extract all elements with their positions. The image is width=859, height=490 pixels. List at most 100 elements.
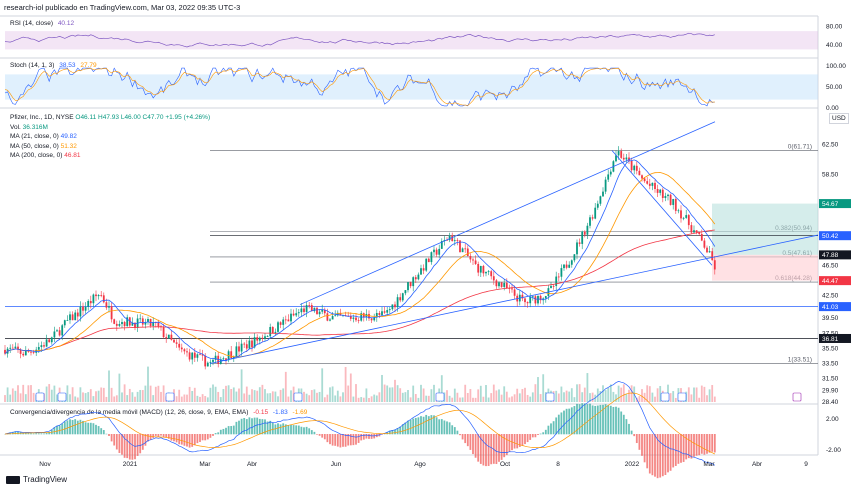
volume-bar (87, 392, 90, 402)
macd-hist-bar (537, 434, 539, 435)
macd-hist-bar (433, 415, 435, 435)
macd-hist-bar (235, 421, 238, 435)
macd-signal-value: -1.69 (292, 409, 308, 416)
candle-body (282, 319, 285, 325)
macd-hist-bar (212, 434, 214, 436)
volume-bar (310, 390, 313, 402)
volume-bar (92, 396, 95, 402)
volume-bar (136, 391, 139, 402)
volume-bar (630, 385, 633, 402)
macd-hist-bar (495, 434, 498, 465)
volume-bar (71, 387, 74, 402)
volume-bar (706, 395, 708, 402)
macd-hist-bar (399, 426, 402, 435)
volume-bar (531, 392, 534, 402)
ohlc-open: O46.11 (75, 114, 97, 121)
macd-hist-bar (357, 434, 360, 443)
volume-bar (209, 387, 212, 402)
candle-body (638, 170, 641, 176)
candle-body (48, 339, 51, 343)
macd-label: Convergencia/divergencia de la media móv… (10, 409, 249, 416)
currency-badge[interactable]: USD (829, 113, 849, 124)
candle-body (560, 268, 563, 277)
macd-hist-bar (474, 434, 477, 458)
rsi-legend[interactable]: RSI (14, close) 40.12 (10, 20, 77, 27)
volume-bar (144, 385, 147, 402)
candle-body (37, 347, 40, 350)
volume-bar (555, 390, 558, 402)
volume-bar (370, 396, 373, 402)
candle-body (368, 313, 370, 319)
macd-hist-bar (381, 434, 383, 435)
ohlc-high: H47.93 (98, 114, 120, 121)
stoch-legend[interactable]: Stoch (14, 1, 3) 38.53 27.79 (10, 62, 100, 69)
candle-body (500, 282, 503, 287)
macd-hist-bar (279, 424, 282, 435)
volume-bar (464, 384, 467, 402)
volume-bar (331, 386, 334, 402)
volume-bar (394, 379, 396, 402)
candle-body (310, 305, 313, 312)
candle-body (661, 189, 664, 198)
time-tick-5: Ago (414, 461, 426, 468)
candle-body (451, 235, 454, 242)
price-tick-5: 39.50 (822, 315, 839, 322)
volume-bar (646, 385, 649, 402)
macd-hist-bar (141, 434, 144, 450)
macd-hist-bar (121, 434, 123, 455)
candle-body (378, 312, 381, 315)
volume-bar (365, 388, 368, 402)
candle-body (284, 319, 287, 321)
macd-hist-bar (560, 412, 563, 435)
price-tick-11: 28.40 (822, 399, 839, 406)
footer[interactable]: TradingView (6, 475, 67, 484)
volume-bar (123, 384, 126, 402)
time-tick-7: 8 (556, 461, 560, 468)
volume-bar (152, 395, 155, 402)
volume-bar (154, 386, 157, 402)
macd-hist-bar (297, 425, 300, 435)
volume-bar (219, 397, 222, 402)
macd-hist-bar (352, 434, 355, 446)
candle-body (84, 306, 87, 311)
candle-body (225, 358, 227, 361)
candle-body (326, 313, 329, 321)
volume-bar (258, 387, 261, 402)
macd-legend[interactable]: Convergencia/divergencia de la media móv… (10, 409, 310, 416)
volume-bar (375, 395, 378, 402)
price-tick-0: 62.50 (822, 141, 839, 148)
macd-hist-bar (498, 434, 500, 462)
rsi-label: RSI (14, close) (10, 20, 53, 27)
candle-body (74, 312, 77, 321)
volume-bar (674, 397, 677, 402)
macd-hist-bar (269, 420, 272, 435)
time-tick-8: 2022 (625, 461, 640, 468)
candle-body (537, 295, 539, 304)
macd-hist-bar (617, 407, 620, 435)
volume-bar (378, 392, 381, 402)
candle-body (105, 302, 108, 308)
macd-hist-bar (209, 434, 212, 438)
volume-bar (381, 374, 383, 402)
price-tick-4: 42.50 (822, 293, 839, 300)
macd-hist-bar (622, 414, 625, 435)
macd-hist-bar (9, 432, 12, 435)
volume-bar (433, 384, 435, 402)
rsi-value: 40.12 (57, 20, 75, 27)
time-tick-0: Nov (39, 461, 51, 468)
ohlc-change: +1.95 (+4.26%) (165, 114, 211, 121)
macd-hist-bar (173, 434, 175, 442)
stoch-label: Stoch (14, 1, 3) (10, 62, 55, 69)
macd-hist-bar (11, 431, 14, 435)
symbol-title[interactable]: Pfizer, Inc., 1D, NYSE (10, 114, 74, 121)
volume-bar (443, 392, 446, 402)
candle-body (66, 320, 69, 321)
macd-hist-bar (706, 434, 708, 454)
volume-bar (318, 391, 321, 402)
macd-hist-bar (113, 434, 116, 446)
volume-bar (196, 395, 199, 402)
macd-hist-bar (92, 423, 95, 435)
volume-bar (191, 390, 194, 402)
macd-hist-bar (131, 434, 134, 460)
